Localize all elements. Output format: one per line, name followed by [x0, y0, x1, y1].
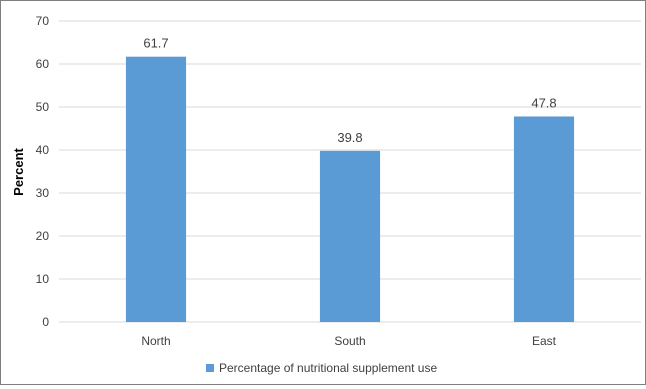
x-tick-label: East [532, 334, 557, 348]
legend-label: Percentage of nutritional supplement use [219, 361, 437, 375]
bars [125, 56, 575, 323]
y-tick-label: 30 [36, 186, 50, 200]
y-tick-label: 0 [42, 315, 49, 329]
legend-swatch [206, 364, 214, 372]
data-label: 61.7 [143, 36, 168, 51]
bar-south [319, 150, 381, 322]
y-axis-ticks: 0 10 20 30 40 50 60 70 [36, 14, 50, 329]
y-tick-label: 50 [36, 100, 50, 114]
bar-north [125, 56, 187, 322]
y-tick-label: 60 [36, 57, 50, 71]
data-label: 47.8 [531, 95, 556, 110]
y-tick-label: 40 [36, 143, 50, 157]
y-tick-label: 20 [36, 229, 50, 243]
legend: Percentage of nutritional supplement use [206, 361, 437, 375]
bar-east [513, 116, 575, 323]
data-labels: 61.7 39.8 47.8 [143, 36, 556, 145]
y-axis-label: Percent [11, 147, 26, 195]
y-tick-label: 70 [36, 14, 50, 28]
y-tick-label: 10 [36, 272, 50, 286]
x-tick-label: North [141, 334, 170, 348]
data-label: 39.8 [337, 130, 362, 145]
x-axis-ticks: North South East [141, 334, 556, 348]
x-tick-label: South [334, 334, 365, 348]
